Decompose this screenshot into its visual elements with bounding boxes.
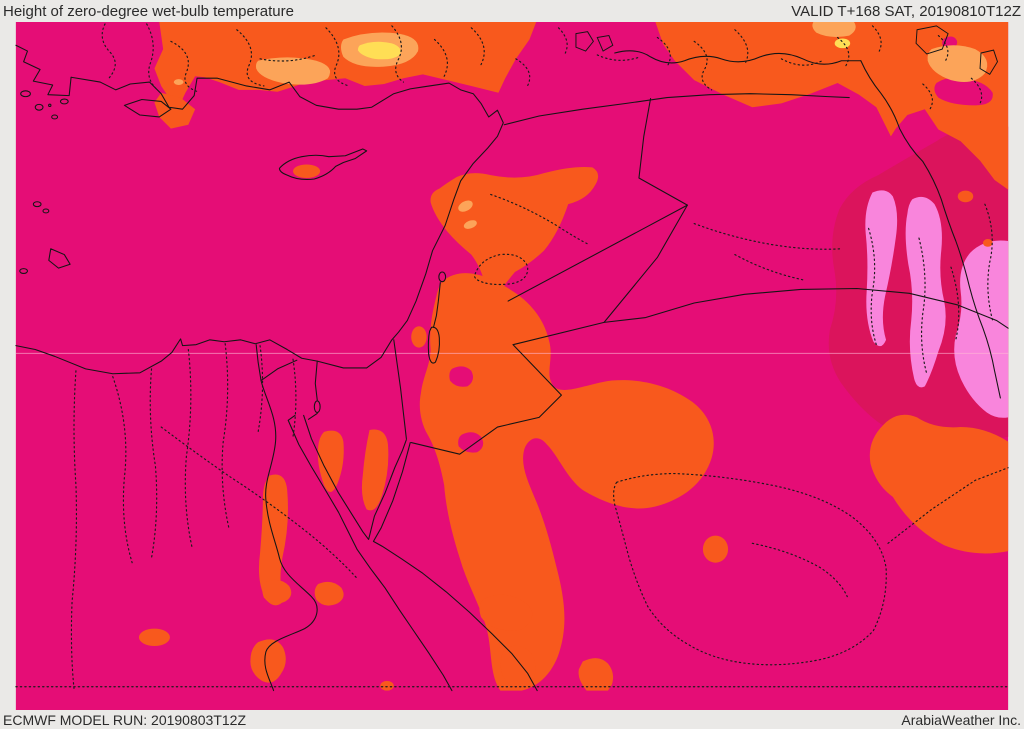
- map-title: Height of zero-degree wet-bulb temperatu…: [3, 2, 294, 20]
- footer-bar: ECMWF MODEL RUN: 20190803T12Z ArabiaWeat…: [0, 710, 1024, 729]
- title-bar: Height of zero-degree wet-bulb temperatu…: [0, 0, 1024, 22]
- contour-map-svg: [15, 22, 1009, 710]
- orange-contour-regions: [138, 22, 1009, 691]
- model-run-label: ECMWF MODEL RUN: 20190803T12Z: [3, 711, 246, 728]
- rivers-and-borders: [410, 50, 1009, 455]
- lakes: [575, 25, 999, 75]
- coastlines: [15, 44, 538, 692]
- credit-label: ArabiaWeather Inc.: [901, 711, 1021, 728]
- valid-time-label: VALID T+168 SAT, 20190810T12Z: [791, 2, 1021, 20]
- dotted-borders: [15, 23, 1009, 690]
- forecast-map: [0, 22, 1024, 710]
- yellow-regions: [357, 38, 851, 60]
